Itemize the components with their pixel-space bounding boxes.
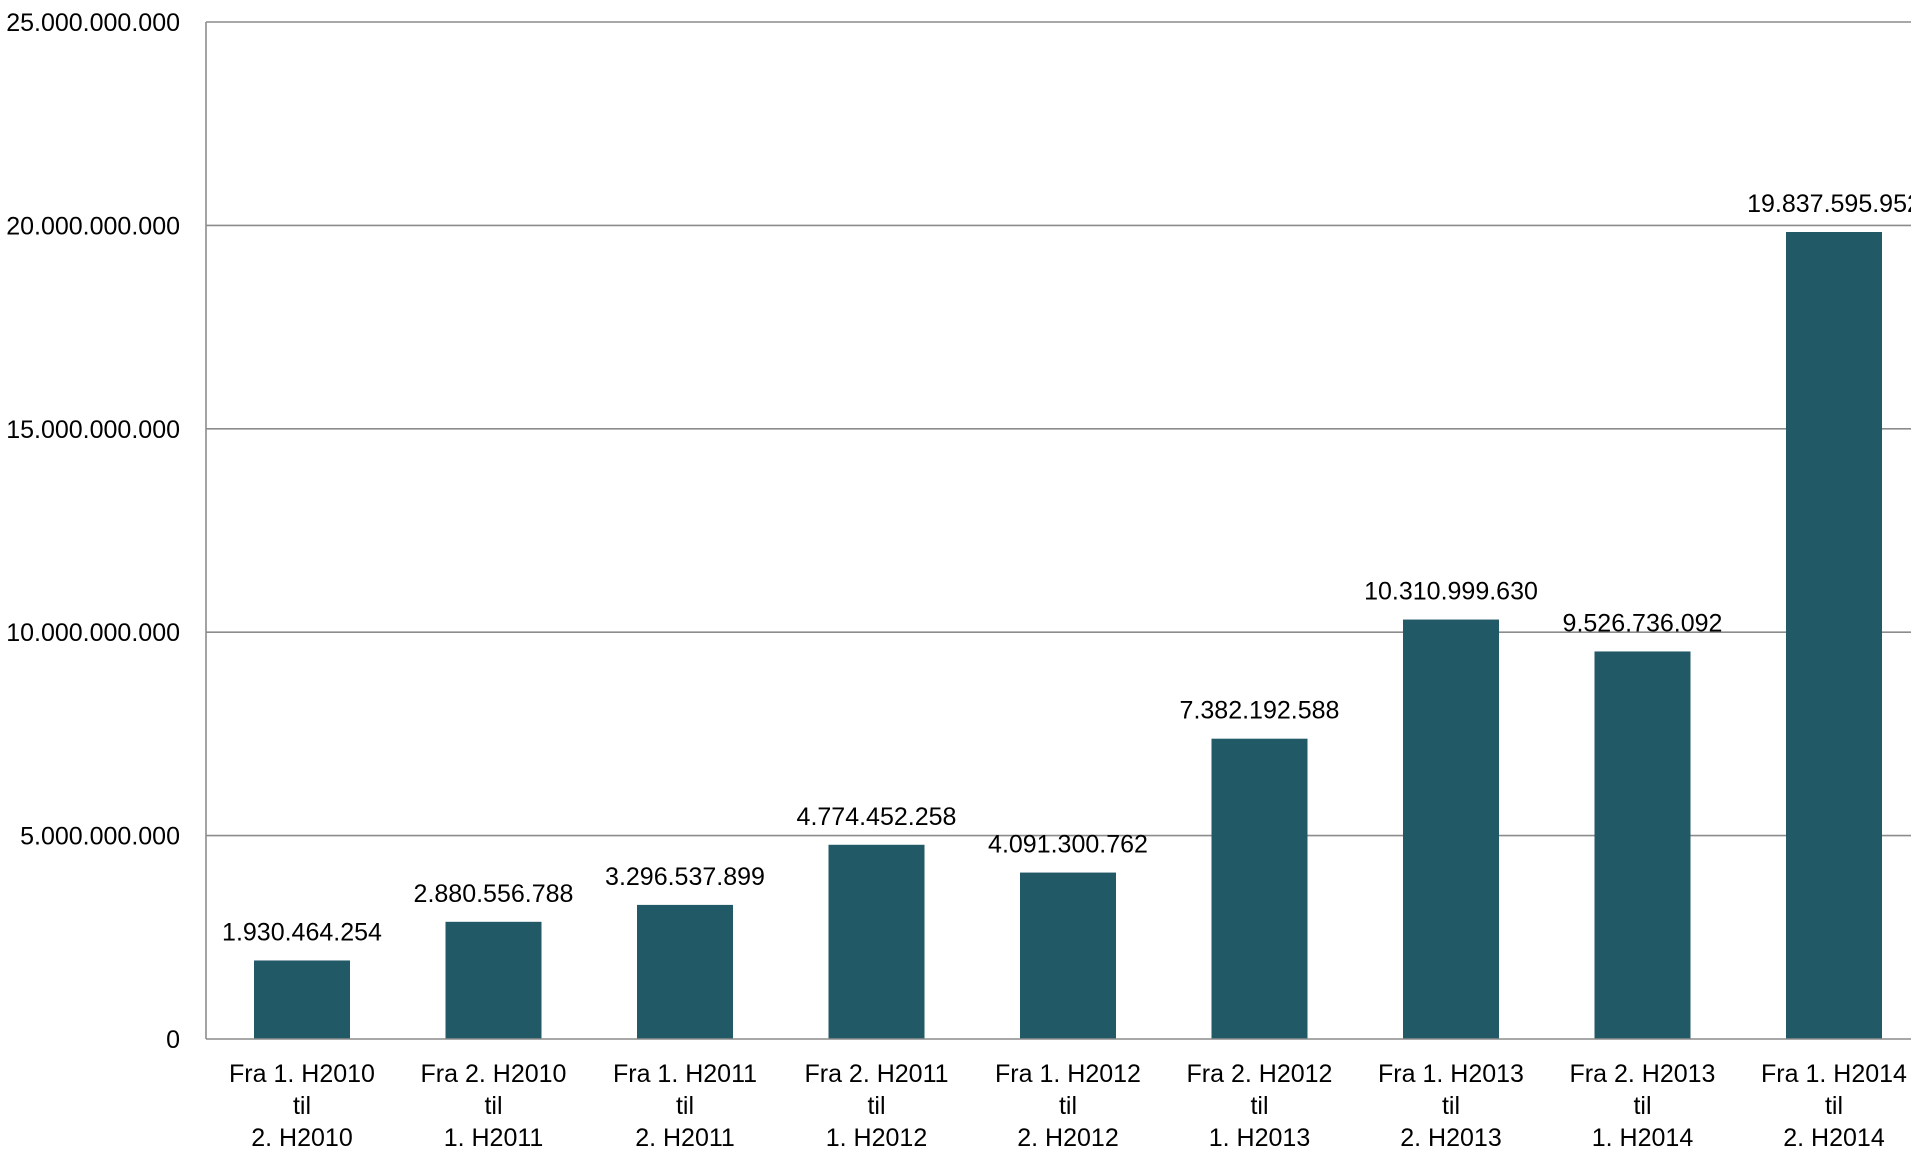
- y-tick-label: 0: [166, 1026, 180, 1054]
- x-category-label: 2. H2012: [1017, 1124, 1118, 1150]
- x-category-label: til: [1059, 1092, 1077, 1120]
- x-category-label: Fra 1. H2010: [229, 1060, 375, 1088]
- x-category-label: Fra 1. H2013: [1378, 1060, 1524, 1088]
- data-label: 1.930.464.254: [222, 918, 382, 946]
- data-label: 9.526.736.092: [1563, 609, 1723, 637]
- y-axis-tick-labels: 0 5.000.000.000 10.000.000.000 15.000.000.0…: [6, 9, 180, 1054]
- axes: [205, 22, 1911, 1040]
- bar: [828, 844, 925, 1039]
- bar: [637, 904, 733, 1039]
- x-category-label: til: [1633, 1092, 1651, 1120]
- x-category-label: Fra 1. H2011: [613, 1060, 757, 1088]
- data-label: 3.296.537.899: [605, 863, 765, 891]
- bar: [1020, 872, 1116, 1039]
- x-category-label: til: [1825, 1092, 1843, 1120]
- x-category-label: 2. H2014: [1783, 1124, 1885, 1150]
- x-category-label: Fra 1. H2012: [995, 1060, 1141, 1088]
- x-axis-category-labels: Fra 1. H2010 til 2. H2010 Fra 2. H2010 til 1.…: [229, 1060, 1907, 1150]
- x-category-label: til: [1250, 1092, 1268, 1120]
- data-label: 10.310.999.630: [1364, 578, 1538, 606]
- x-category-label: Fra 2. H2013: [1570, 1060, 1716, 1088]
- data-label: 19.837.595.952: [1747, 190, 1911, 218]
- x-category-label: til: [484, 1092, 502, 1120]
- x-category-label: 2. H2011: [635, 1124, 735, 1150]
- x-category-label: 1. H2013: [1209, 1124, 1310, 1150]
- x-category-label: Fra 2. H2012: [1187, 1060, 1333, 1088]
- y-tick-label: 15.000.000.000: [6, 416, 180, 444]
- data-label: 7.382.192.588: [1180, 697, 1340, 725]
- x-category-label: til: [867, 1092, 885, 1120]
- x-category-label: 2. H2013: [1400, 1124, 1501, 1150]
- x-category-label: til: [676, 1092, 694, 1120]
- data-label: 4.091.300.762: [988, 831, 1148, 859]
- x-category-label: Fra 2. H2011: [804, 1060, 948, 1088]
- data-labels: 1.930.464.254 2.880.556.788 3.296.537.899 4…: [222, 190, 1911, 946]
- y-tick-label: 5.000.000.000: [20, 823, 180, 851]
- bar: [1786, 232, 1882, 1039]
- y-tick-label: 10.000.000.000: [6, 619, 180, 647]
- bar: [1403, 619, 1499, 1039]
- bars: [254, 232, 1882, 1039]
- x-category-label: Fra 2. H2010: [421, 1060, 567, 1088]
- x-category-label: 1. H2012: [826, 1124, 927, 1150]
- data-label: 2.880.556.788: [414, 880, 574, 908]
- y-tick-label: 25.000.000.000: [6, 9, 180, 37]
- data-label: 4.774.452.258: [797, 803, 957, 831]
- bar: [1594, 651, 1691, 1039]
- x-category-label: til: [1442, 1092, 1460, 1120]
- x-category-label: 2. H2010: [251, 1124, 352, 1150]
- x-category-label: Fra 1. H2014: [1761, 1060, 1907, 1088]
- x-category-label: 1. H2014: [1592, 1124, 1694, 1150]
- bar: [254, 960, 350, 1039]
- bar: [445, 921, 542, 1039]
- x-category-label: 1. H2011: [444, 1124, 544, 1150]
- x-category-label: til: [293, 1092, 311, 1120]
- bar: [1211, 738, 1308, 1039]
- y-tick-label: 20.000.000.000: [6, 212, 180, 240]
